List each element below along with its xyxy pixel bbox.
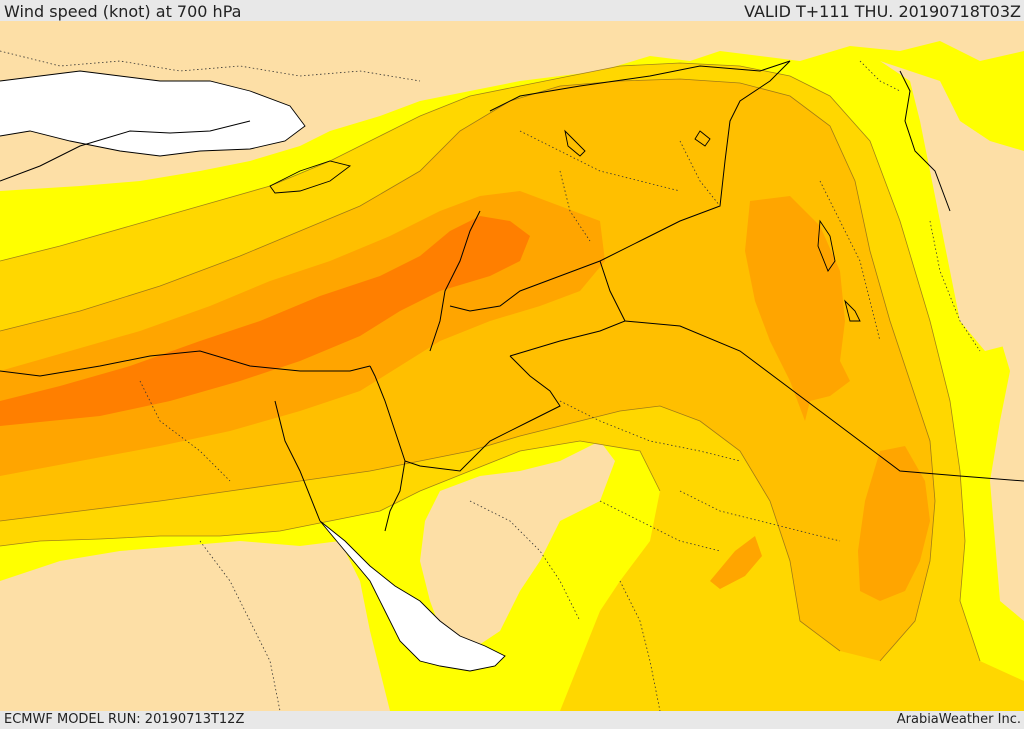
wind-shade-calm-east-upper (880, 61, 1024, 351)
coastline (694, 130, 711, 147)
wind-shade-strong-patch (710, 536, 762, 589)
boundary-line (449, 60, 791, 312)
map-canvas (0, 21, 1024, 711)
boundary-dotted (819, 180, 881, 342)
coastline (564, 129, 586, 157)
coastline (319, 520, 506, 672)
wind-shade-calm-north (0, 21, 1024, 191)
coastline (817, 219, 836, 272)
coastline (844, 299, 861, 322)
water-north-sea (0, 71, 305, 156)
map-title: Wind speed (knot) at 700 hPa (4, 2, 242, 21)
wind-shade-strong-south (858, 446, 930, 601)
contour-line (0, 62, 981, 662)
header-bar: Wind speed (knot) at 700 hPa VALID T+111… (0, 0, 1024, 21)
wind-speed-map (0, 21, 1024, 711)
wind-shade-calm-hejaz (420, 441, 615, 651)
boundary-line (384, 460, 406, 532)
boundary-line (624, 320, 1024, 482)
contour-line (0, 440, 661, 547)
wind-shade-fresh-band (0, 79, 935, 661)
boundary-dotted (859, 60, 901, 92)
boundary-line (404, 355, 561, 472)
boundary-line (0, 120, 251, 182)
wind-shade-very-strong-band (0, 216, 530, 426)
boundary-line (274, 400, 321, 522)
coastline (0, 70, 306, 157)
boundary-dotted (519, 130, 681, 192)
boundary-line (429, 210, 481, 352)
boundary-dotted (0, 50, 421, 82)
valid-time-label: VALID T+111 THU. 20190718T03Z (744, 2, 1021, 21)
boundary-line (489, 60, 791, 112)
contour-line (0, 405, 841, 652)
model-run-label: ECMWF MODEL RUN: 20190713T12Z (4, 712, 245, 727)
boundary-line (0, 350, 371, 377)
boundary-line (369, 365, 406, 462)
province-boundaries (0, 50, 981, 711)
boundary-dotted (679, 140, 721, 207)
wind-shade-calm-sinai (0, 541, 390, 711)
boundary-dotted (559, 170, 591, 242)
credit-label: ArabiaWeather Inc. (896, 712, 1021, 727)
coastline (269, 160, 352, 194)
boundary-dotted (199, 540, 281, 711)
boundary-dotted (679, 490, 841, 542)
contour-lines (0, 62, 981, 662)
boundary-dotted (929, 220, 981, 352)
footer-bar: ECMWF MODEL RUN: 20190713T12Z ArabiaWeat… (0, 711, 1024, 729)
contour-line (0, 78, 936, 662)
country-boundaries (0, 60, 1024, 532)
boundary-dotted (619, 580, 661, 711)
boundary-line (899, 70, 951, 212)
coastlines (0, 70, 861, 672)
wind-shade-strong-east (745, 196, 850, 421)
